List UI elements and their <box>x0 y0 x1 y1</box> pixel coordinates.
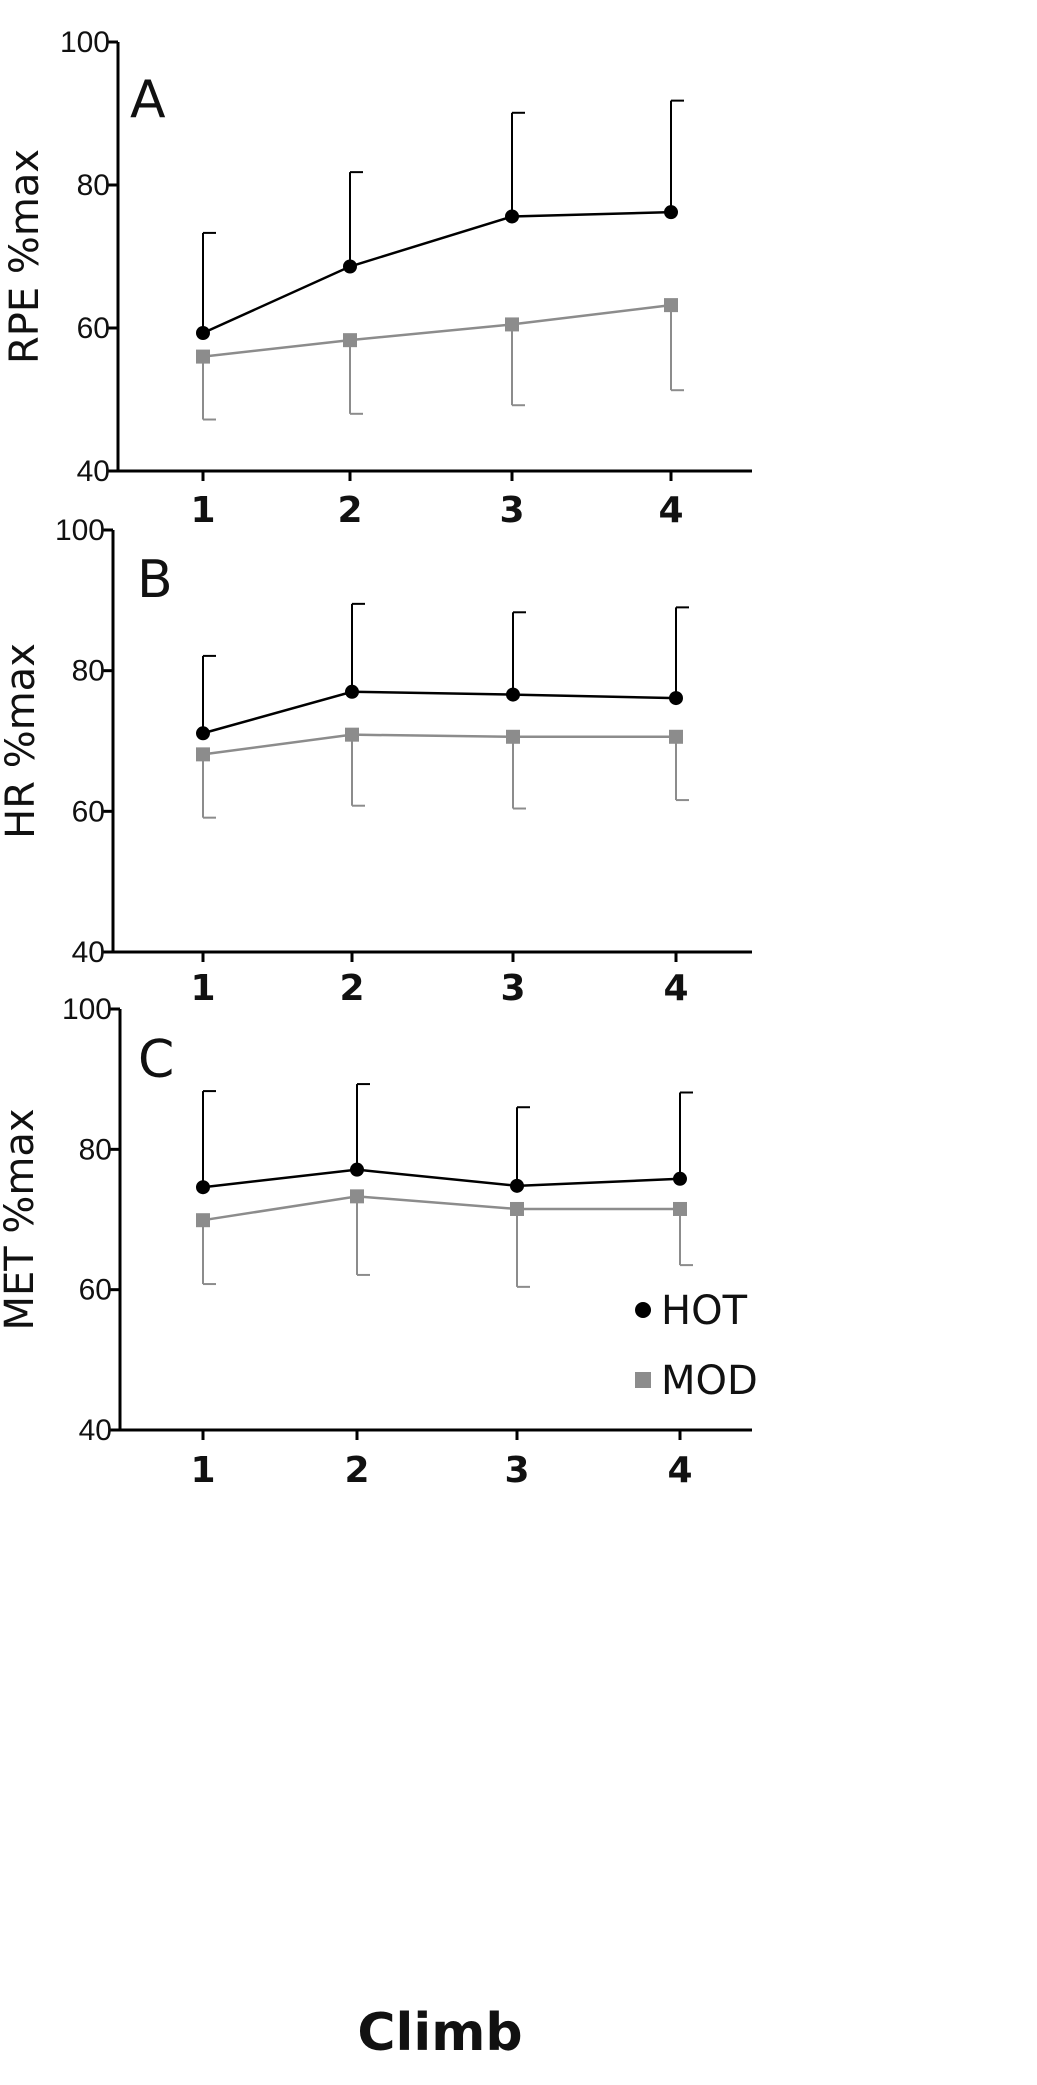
hot-data-point <box>350 1162 364 1177</box>
hot-series-line <box>202 210 672 335</box>
y-tick-label: 60 <box>77 312 110 345</box>
mod-data-point <box>350 1189 364 1204</box>
hot-data-point <box>669 691 683 706</box>
mod-data-point <box>343 333 357 348</box>
panel-letter: A <box>130 70 166 130</box>
hot-data-point <box>196 326 210 341</box>
y-tick-label: 100 <box>62 993 112 1026</box>
mod-series-line <box>202 733 676 756</box>
hot-series-line <box>202 1168 681 1189</box>
mod-data-point <box>505 317 519 332</box>
hot-data-point <box>506 687 520 702</box>
y-tick-label: 100 <box>60 26 110 59</box>
x-tick-label: 2 <box>344 1450 369 1491</box>
y-tick-label: 40 <box>72 936 105 969</box>
x-tick-label: 3 <box>504 1450 529 1491</box>
hot-series-line <box>202 690 677 735</box>
mod-data-point <box>196 349 210 364</box>
mod-data-point <box>196 747 210 762</box>
legend-hot-marker <box>635 1302 651 1318</box>
mod-data-point <box>673 1201 687 1216</box>
x-tick-label: 4 <box>658 490 683 531</box>
x-tick-label: 4 <box>667 1450 692 1491</box>
hot-data-point <box>510 1178 524 1193</box>
y-tick-label: 40 <box>77 455 110 488</box>
hot-data-point <box>196 1180 210 1195</box>
y-tick-label: 60 <box>79 1274 112 1307</box>
x-tick-label: 3 <box>500 968 525 1009</box>
hot-data-point <box>345 684 359 699</box>
mod-data-point <box>196 1213 210 1228</box>
mod-data-point <box>506 729 520 744</box>
legend-mod-marker <box>635 1372 651 1388</box>
y-axis-label: HR %max <box>0 643 44 839</box>
mod-data-point <box>345 727 359 742</box>
hot-data-point <box>673 1171 687 1186</box>
x-tick-label: 1 <box>190 1450 215 1491</box>
panel-letter: B <box>137 550 173 610</box>
y-tick-label: 80 <box>72 655 105 688</box>
x-tick-label: 1 <box>190 968 215 1009</box>
hot-data-point <box>343 259 357 274</box>
x-tick-label: 2 <box>339 968 364 1009</box>
y-axis-label: RPE %max <box>2 149 48 364</box>
x-tick-label: 3 <box>499 490 524 531</box>
x-tick-label: 4 <box>663 968 688 1009</box>
mod-data-point <box>664 298 678 313</box>
y-tick-label: 80 <box>79 1133 112 1166</box>
y-axis-label: MET %max <box>0 1108 43 1330</box>
mod-series-line <box>202 1195 680 1222</box>
x-tick-label: 2 <box>337 490 362 531</box>
y-tick-label: 40 <box>79 1414 112 1447</box>
legend-hot-label: HOT <box>661 1288 748 1334</box>
legend-mod-label: MOD <box>661 1358 758 1404</box>
mod-data-point <box>510 1201 524 1216</box>
mod-data-point <box>669 729 683 744</box>
panel-letter: C <box>138 1030 174 1090</box>
x-tick-label: 1 <box>190 490 215 531</box>
y-tick-label: 60 <box>72 795 105 828</box>
hot-data-point <box>196 726 210 741</box>
y-tick-label: 80 <box>77 169 110 202</box>
hot-data-point <box>664 205 678 220</box>
hot-data-point <box>505 209 519 224</box>
mod-series-line <box>202 303 672 358</box>
x-axis-label: Climb <box>357 2003 522 2063</box>
y-tick-label: 100 <box>55 514 105 547</box>
